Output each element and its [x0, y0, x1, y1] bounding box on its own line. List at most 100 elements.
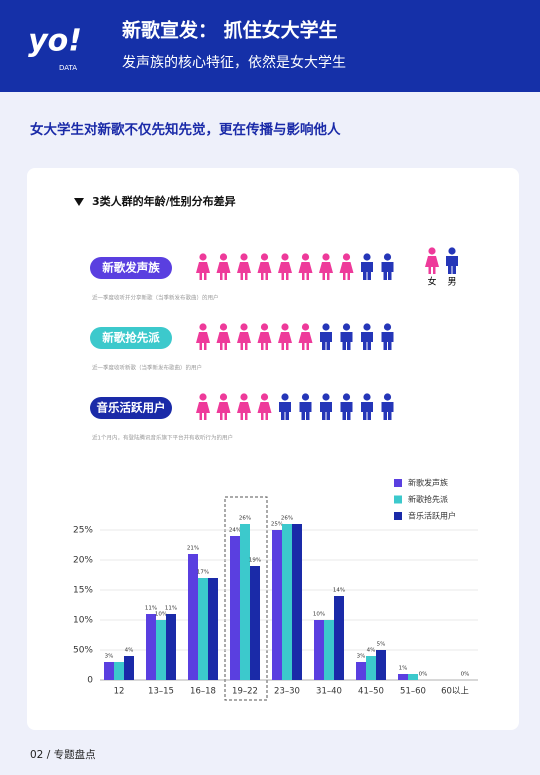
y-tick-label: 10%	[73, 616, 93, 626]
logo-sub: DATA	[59, 64, 77, 72]
bar	[292, 524, 302, 680]
value-label: 11%	[145, 606, 157, 612]
value-label: 26%	[281, 516, 293, 522]
header-band	[0, 0, 540, 92]
value-label: 10%	[313, 612, 325, 618]
female-icon	[216, 393, 231, 420]
female-icon	[425, 247, 439, 274]
icon-head	[342, 323, 351, 331]
male-icon	[446, 247, 458, 274]
bar	[198, 578, 208, 680]
bar	[250, 566, 260, 680]
male-icon	[361, 393, 373, 420]
group-pill	[90, 327, 172, 349]
icon-body	[319, 262, 333, 280]
icon-head	[240, 323, 248, 331]
bar	[208, 578, 218, 680]
y-tick-label: 15%	[73, 586, 93, 596]
icon-head	[260, 253, 269, 261]
legend-male: 男	[447, 277, 456, 288]
bar	[156, 620, 166, 680]
bar	[272, 530, 282, 680]
legend-swatch	[394, 512, 402, 520]
female-icon	[237, 393, 251, 420]
x-tick-label: 16–18	[190, 687, 216, 697]
male-icon	[340, 323, 353, 350]
icon-body	[298, 332, 313, 350]
value-label: 0%	[461, 672, 470, 678]
female-icon	[196, 323, 210, 350]
bar	[366, 656, 376, 680]
x-tick-label: 12	[114, 687, 125, 697]
male-icon	[381, 393, 394, 420]
icon-head	[199, 393, 207, 401]
group-pill	[90, 397, 172, 419]
female-icon	[216, 253, 231, 280]
bar	[314, 620, 324, 680]
icon-body	[381, 262, 394, 280]
icon-body	[320, 402, 332, 420]
icon-head	[219, 323, 228, 331]
icon-body	[446, 256, 458, 274]
bar	[356, 662, 366, 680]
icon-body	[237, 332, 251, 350]
logo: yo!	[28, 24, 82, 59]
icon-head	[342, 253, 351, 261]
female-icon	[257, 253, 272, 280]
y-tick-label: 20%	[73, 556, 93, 566]
icon-body	[340, 402, 353, 420]
female-icon	[298, 323, 313, 350]
icon-body	[257, 262, 272, 280]
icon-body	[216, 262, 231, 280]
female-icon	[237, 253, 251, 280]
female-icon	[298, 253, 313, 280]
bar	[334, 596, 344, 680]
value-label: 3%	[357, 654, 366, 660]
icon-body	[216, 332, 231, 350]
icon-body	[257, 332, 272, 350]
female-icon	[278, 323, 292, 350]
bar	[124, 656, 134, 680]
icon-head	[363, 253, 371, 261]
group-note: 近1个月内，有登陆腾讯音乐旗下平台并有收听行为的用户	[92, 434, 233, 442]
x-tick-label: 23–30	[274, 687, 300, 697]
male-icon	[299, 393, 312, 420]
legend-label: 音乐活跃用户	[408, 511, 456, 521]
value-label: 25%	[271, 522, 283, 528]
value-label: 21%	[187, 546, 199, 552]
y-tick-label: 0	[87, 676, 93, 686]
section-heading: 女大学生对新歌不仅先知先觉，更在传播与影响他人	[30, 121, 341, 138]
icon-head	[219, 253, 228, 261]
icon-body	[425, 256, 439, 274]
value-label: 19%	[249, 558, 261, 564]
icon-body	[216, 402, 231, 420]
value-label: 24%	[229, 528, 241, 534]
bar	[408, 674, 418, 680]
male-icon	[320, 323, 332, 350]
group-note: 近一季度收听新歌（当季新发布歌曲）的用户	[92, 364, 202, 372]
x-tick-label: 31–40	[316, 687, 342, 697]
x-tick-label: 41–50	[358, 687, 384, 697]
icon-body	[298, 262, 313, 280]
icon-head	[260, 393, 269, 401]
icon-head	[240, 393, 248, 401]
male-icon	[320, 393, 332, 420]
icon-body	[361, 402, 373, 420]
female-icon	[216, 323, 231, 350]
icon-body	[361, 332, 373, 350]
icon-head	[301, 323, 310, 331]
bar	[376, 650, 386, 680]
group-note: 近一季度收听并分享新歌（当季新发布歌曲）的用户	[92, 294, 219, 302]
icon-head	[199, 323, 207, 331]
value-label: 10%	[155, 612, 167, 618]
icon-body	[196, 332, 210, 350]
group-name: 新歌发声族	[102, 261, 160, 275]
bar	[146, 614, 156, 680]
icon-head	[301, 253, 310, 261]
group-name: 新歌抢先派	[102, 331, 160, 345]
male-icon	[361, 253, 373, 280]
icon-body	[320, 332, 332, 350]
female-icon	[196, 393, 210, 420]
female-icon	[196, 253, 210, 280]
